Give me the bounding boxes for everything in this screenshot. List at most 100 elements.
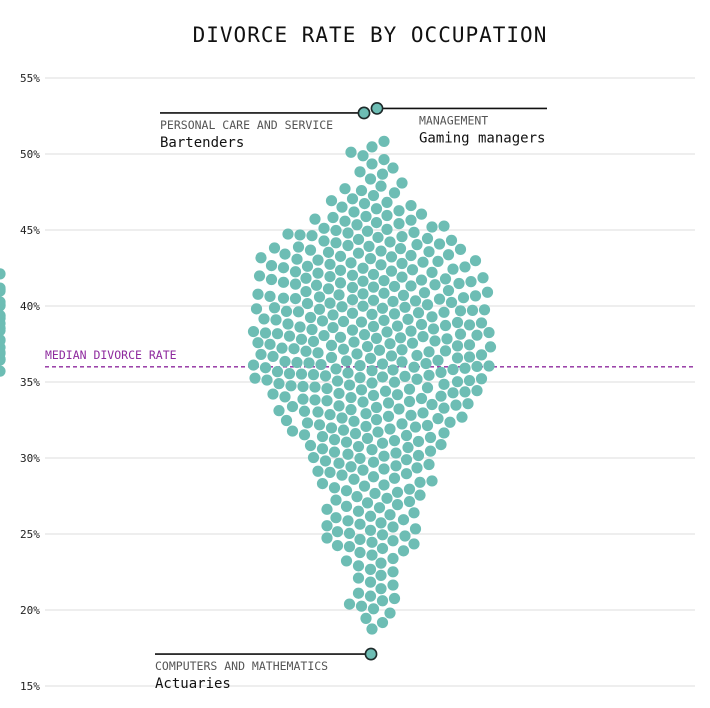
occupation-dot [387, 295, 399, 308]
occupation-dot [361, 340, 374, 353]
occupation-dot [292, 241, 305, 253]
occupation-dot [399, 530, 411, 542]
occupation-dot [330, 237, 342, 249]
occupation-dot [375, 583, 387, 595]
occupation-dot [384, 509, 396, 521]
occupation-dot [394, 332, 407, 344]
occupation-dot [366, 141, 378, 153]
occupation-dot [330, 224, 342, 237]
occupation-dot [261, 374, 273, 386]
occupation-dot [286, 425, 299, 437]
occupation-dot [396, 418, 408, 430]
occupation-dot [283, 330, 296, 342]
occupation-dot [415, 318, 428, 331]
occupation-dot [307, 335, 320, 348]
occupation-dot [346, 193, 359, 205]
occupation-dot [366, 536, 378, 548]
occupation-dot [378, 287, 390, 299]
occupation-dot [367, 320, 380, 333]
occupation-dot [322, 283, 335, 295]
occupation-dot [409, 295, 422, 307]
occupation-dot [277, 262, 290, 274]
occupation-dot [372, 231, 384, 244]
occupation-dot [333, 387, 345, 400]
occupation-dot [328, 446, 341, 458]
occupation-dot [321, 395, 333, 407]
occupation-dot [375, 569, 387, 581]
occupation-dot [324, 270, 336, 283]
chart-title: DIVORCE RATE BY OCCUPATION [193, 23, 548, 47]
occupation-dot [451, 376, 464, 388]
occupation-dot [399, 301, 411, 313]
occupation-dot [438, 220, 450, 232]
occupation-dot [364, 510, 377, 522]
occupation-dot [403, 483, 416, 495]
occupation-dot [390, 447, 402, 459]
occupation-dot [387, 566, 399, 578]
occupation-dot [475, 349, 488, 361]
occupation-dot [360, 612, 372, 624]
occupation-dot [334, 250, 347, 262]
occupation-dot [429, 335, 441, 347]
occupation-dot [334, 277, 347, 289]
occupation-dot [420, 357, 432, 370]
occupation-dot [337, 343, 350, 355]
occupation-dot [316, 477, 329, 490]
occupation-dot [357, 396, 369, 408]
occupation-dot [360, 420, 372, 433]
occupation-dot [265, 259, 278, 272]
occupation-dot [411, 349, 423, 362]
occupation-dot [352, 505, 365, 517]
occupation-dot [271, 366, 284, 378]
occupation-dot [385, 265, 398, 277]
occupation-dot [459, 362, 471, 374]
occupation-dot [342, 239, 354, 252]
occupation-dot [289, 278, 302, 290]
occupation-dot [0, 365, 6, 377]
occupation-dot [345, 461, 357, 473]
occupation-dot [306, 323, 318, 336]
occupation-dot [312, 254, 324, 266]
occupation-dot [373, 502, 386, 514]
occupation-dot [271, 328, 284, 340]
annotation-occupation: Bartenders [160, 135, 244, 151]
occupation-dot [264, 338, 276, 350]
occupation-dot [435, 390, 447, 402]
occupation-dot [309, 213, 321, 225]
occupation-dot [352, 247, 365, 259]
highlight-dot [357, 106, 371, 120]
occupation-dot [439, 319, 452, 332]
occupation-dot [340, 355, 353, 367]
occupation-dot [357, 150, 369, 162]
y-tick-label: 25% [20, 528, 40, 541]
occupation-dot [421, 299, 434, 311]
occupation-dot [426, 475, 438, 487]
occupation-dot [327, 211, 339, 224]
occupation-dot [342, 515, 354, 527]
occupation-dot [411, 373, 423, 385]
occupation-dot [346, 294, 359, 306]
occupation-dot [0, 268, 6, 280]
occupation-dot [292, 306, 305, 318]
occupation-dot [307, 369, 320, 381]
occupation-dot [297, 380, 309, 393]
occupation-dot [396, 271, 408, 283]
occupation-dot [304, 311, 317, 324]
occupation-dot [381, 196, 393, 209]
occupation-dot [469, 255, 482, 267]
occupation-dot [336, 201, 348, 213]
occupation-dot [358, 197, 371, 210]
occupation-dot [388, 472, 401, 484]
occupation-dot [333, 400, 345, 412]
occupation-dot [433, 293, 446, 305]
y-tick-label: 15% [20, 680, 40, 693]
occupation-dot [346, 269, 359, 281]
occupation-dot [348, 206, 360, 218]
occupation-dot [364, 524, 377, 536]
occupation-dot [355, 184, 368, 197]
occupation-dot [412, 435, 425, 448]
occupation-dot [427, 323, 440, 335]
occupation-dot [348, 415, 360, 427]
occupation-dot [324, 466, 336, 478]
